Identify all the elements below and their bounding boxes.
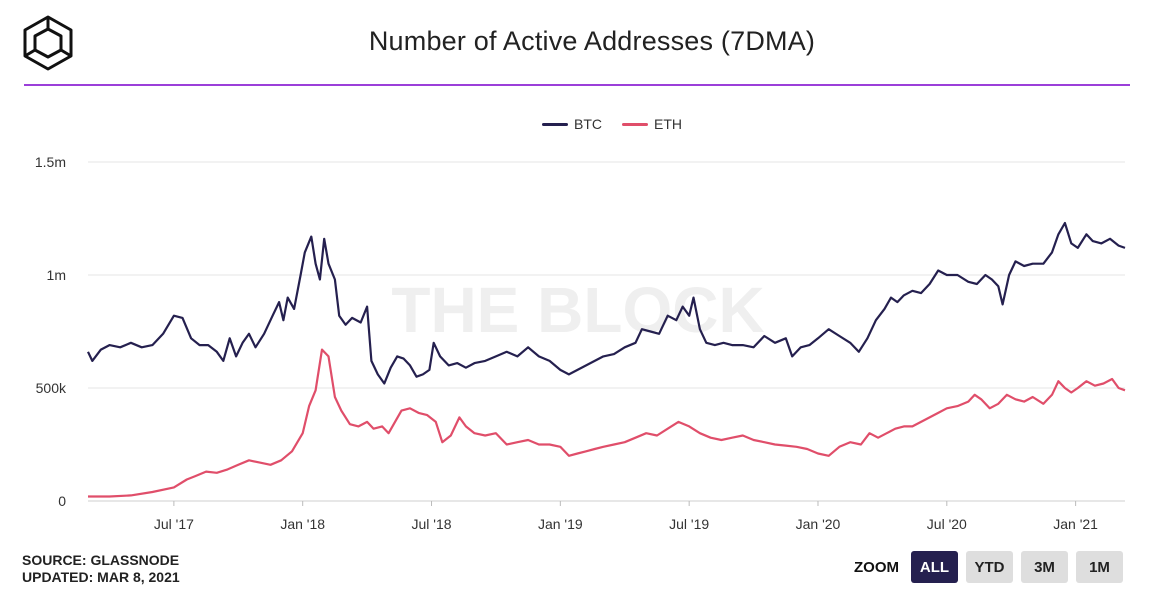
x-tick-label: Jan '18 [280,516,325,532]
line-chart: THE BLOCK 0 500k 1m 1.5m Jul '17 Jan '18 Jul '… [0,140,1154,550]
x-tick-label: Jan '19 [538,516,583,532]
zoom-1m-button[interactable]: 1M [1076,551,1123,583]
x-tick-label: Jan '21 [1053,516,1098,532]
x-tick-label: Jul '20 [927,516,967,532]
page-title: Number of Active Addresses (7DMA) [0,26,1154,57]
zoom-label: ZOOM [854,559,899,576]
y-tick-label: 1m [47,267,66,283]
legend-label-eth: ETH [654,116,682,132]
legend-item-eth[interactable]: ETH [622,116,682,132]
x-tick-label: Jul '17 [154,516,194,532]
zoom-3m-button[interactable]: 3M [1021,551,1068,583]
chart-footer: SOURCE: GLASSNODE UPDATED: MAR 8, 2021 [22,552,180,586]
source-text: SOURCE: GLASSNODE [22,552,180,569]
y-tick-label: 0 [58,493,66,509]
x-tick-label: Jan '20 [796,516,841,532]
x-tick-label: Jul '18 [412,516,452,532]
series-line-eth[interactable] [88,350,1125,497]
watermark: THE BLOCK [391,274,764,346]
title-divider [24,84,1130,86]
x-tick-label: Jul '19 [669,516,709,532]
zoom-ytd-button[interactable]: YTD [966,551,1013,583]
zoom-controls: ZOOM ALL YTD 3M 1M [854,551,1123,583]
legend-swatch-btc [542,123,568,126]
updated-text: UPDATED: MAR 8, 2021 [22,569,180,586]
legend-label-btc: BTC [574,116,602,132]
chart-header: Number of Active Addresses (7DMA) [0,0,1154,86]
zoom-all-button[interactable]: ALL [911,551,958,583]
chart-legend: BTC ETH [0,116,1154,132]
y-tick-label: 1.5m [35,154,66,170]
legend-swatch-eth [622,123,648,126]
y-tick-label: 500k [36,380,67,396]
legend-item-btc[interactable]: BTC [472,116,602,132]
